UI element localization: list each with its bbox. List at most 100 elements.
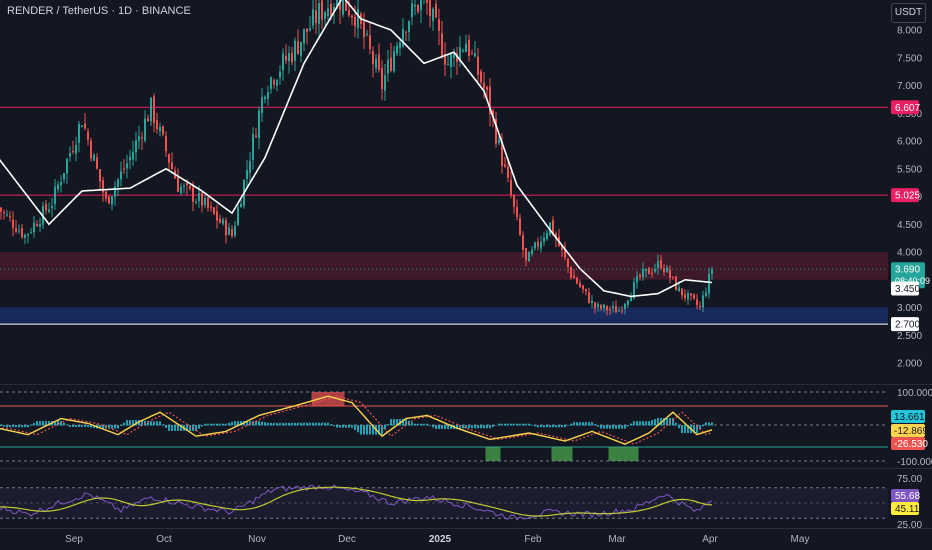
candle-body	[660, 260, 662, 269]
osc-hist-bar	[228, 422, 230, 426]
osc-hist-bar	[237, 421, 239, 426]
osc-hist-bar	[573, 422, 575, 426]
osc-hist-bar	[624, 425, 626, 429]
osc-hist-bar	[522, 423, 524, 426]
candle-body	[393, 51, 395, 72]
osc-hist-bar	[87, 425, 89, 427]
candle-body	[693, 294, 695, 299]
osc-hist-bar	[165, 425, 167, 428]
candle-body	[132, 151, 134, 160]
osc-fast-line	[0, 395, 713, 445]
osc-hist-bar	[297, 422, 299, 426]
osc-hist-bar	[348, 425, 350, 428]
candle-body	[618, 310, 620, 312]
osc-hist-bar	[612, 425, 614, 429]
osc-hist-bar	[474, 425, 476, 429]
candle-body	[417, 5, 419, 12]
osc-overbought-mark	[332, 392, 336, 406]
osc-hist-bar	[480, 425, 482, 429]
osc-hist-bar	[234, 421, 236, 426]
osc-hist-bar	[81, 425, 83, 427]
osc-hist-bar	[633, 421, 635, 426]
candle-body	[522, 235, 524, 250]
currency-button[interactable]: USDT	[891, 3, 926, 23]
candle-body	[150, 97, 152, 122]
osc-hist-bar	[570, 423, 572, 426]
candle-body	[180, 186, 182, 194]
osc-hist-bar	[438, 425, 440, 429]
ma-value-badge: 3.450	[891, 281, 920, 296]
candle-body	[114, 186, 116, 197]
candle-body	[321, 0, 323, 20]
osc-hist-bar	[135, 420, 137, 426]
osc-hist-bar	[180, 425, 182, 431]
candle-body	[441, 33, 443, 57]
pane-divider-oscillator[interactable]	[0, 384, 932, 385]
candle-body	[582, 285, 584, 290]
candle-body	[216, 211, 218, 221]
candle-body	[684, 294, 686, 299]
candle-body	[369, 35, 371, 50]
osc-hist-bar	[588, 422, 590, 426]
osc-hist-bar	[111, 425, 113, 429]
osc-hist-bar	[678, 425, 680, 429]
candle-body	[186, 183, 188, 186]
candle-body	[99, 169, 101, 182]
candle-body	[426, 0, 428, 3]
osc-oversold-mark	[494, 447, 498, 461]
price-axis-tick-7.000: 7.000	[897, 81, 922, 92]
candle-body	[69, 152, 71, 157]
candle-body	[645, 268, 647, 272]
candle-body	[192, 187, 194, 202]
candle-body	[81, 125, 83, 128]
rsi-axis-tick-75.00: 75.00	[897, 474, 922, 485]
osc-hist-bar	[363, 425, 365, 435]
candle-body	[603, 304, 605, 309]
osc-hist-bar	[69, 425, 71, 427]
osc-hist-bar	[15, 425, 17, 428]
candle-body	[630, 296, 632, 302]
candle-body	[420, 0, 422, 11]
osc-hist-bar	[42, 421, 44, 426]
candle-body	[294, 40, 296, 61]
candle-body	[468, 39, 470, 56]
osc-hist-bar	[585, 422, 587, 426]
osc-hist-bar	[126, 420, 128, 426]
candle-body	[402, 28, 404, 46]
osc-hist-bar	[117, 425, 119, 429]
candle-body	[72, 151, 74, 153]
osc-value-badge-1: -12.869	[891, 424, 928, 437]
candle-body	[195, 201, 197, 203]
osc-oversold-mark	[569, 447, 573, 461]
candle-body	[663, 267, 665, 273]
osc-hist-bar	[360, 425, 362, 435]
candle-body	[606, 306, 608, 311]
osc-hist-bar	[336, 425, 338, 428]
candle-body	[591, 300, 593, 304]
pane-divider-time-axis	[0, 528, 932, 529]
candle-body	[471, 52, 473, 54]
candle-body	[546, 233, 548, 239]
osc-hist-bar	[657, 417, 659, 426]
osc-hist-bar	[99, 425, 101, 429]
price-axis-tick-2.500: 2.500	[897, 331, 922, 342]
candle-body	[138, 136, 140, 141]
candle-body	[600, 305, 602, 309]
osc-hist-bar	[270, 422, 272, 426]
candle-body	[270, 77, 272, 89]
candle-body	[477, 56, 479, 75]
candle-body	[36, 224, 38, 227]
osc-hist-bar	[3, 425, 5, 427]
candle-body	[204, 197, 206, 206]
osc-hist-bar	[78, 425, 80, 427]
osc-hist-bar	[198, 425, 200, 429]
osc-hist-bar	[381, 425, 383, 435]
pane-divider-rsi[interactable]	[0, 468, 932, 469]
osc-slow-line	[0, 395, 713, 445]
osc-hist-bar	[405, 419, 407, 426]
candle-body	[405, 31, 407, 33]
candle-body	[33, 222, 35, 233]
candle-body	[690, 293, 692, 296]
osc-hist-bar	[477, 425, 479, 429]
